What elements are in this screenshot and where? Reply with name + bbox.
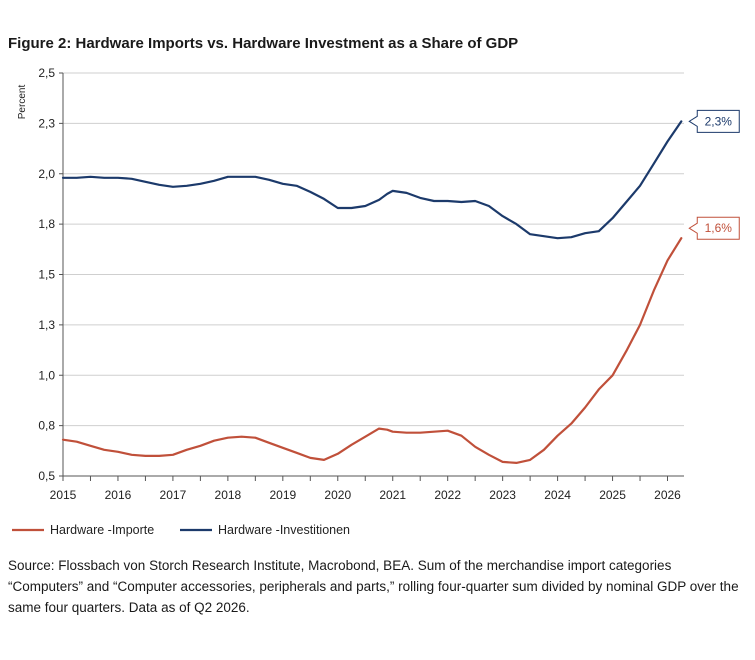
end-label-box — [688, 109, 740, 133]
end-label-box — [688, 216, 740, 240]
x-tick-label: 2015 — [50, 488, 77, 502]
x-tick-label: 2025 — [599, 488, 626, 502]
y-tick-label: 2,0 — [38, 167, 55, 181]
legend-label: Hardware -Investitionen — [218, 523, 350, 537]
x-tick-label: 2020 — [324, 488, 351, 502]
y-tick-label: 1,0 — [38, 368, 55, 382]
source-note: Source: Flossbach von Storch Research In… — [8, 558, 739, 615]
x-tick-label: 2026 — [654, 488, 681, 502]
x-tick-label: 2018 — [215, 488, 242, 502]
y-tick-label: 1,5 — [38, 268, 55, 282]
x-tick-label: 2023 — [489, 488, 516, 502]
line-chart: Percent 0,5 0,8 1,0 1,3 1,5 1,8 2,0 2,3 2,5 2015… — [12, 66, 740, 537]
x-tick-labels: 2015 2016 2017 2018 2019 2020 2021 2022 2023 2024… — [50, 488, 682, 502]
y-tick-label: 1,8 — [38, 217, 55, 231]
x-tick-label: 2019 — [269, 488, 296, 502]
x-tick-label: 2016 — [105, 488, 132, 502]
y-tick-label: 0,8 — [38, 419, 55, 433]
gridlines — [63, 72, 684, 477]
x-tick-label: 2022 — [434, 488, 461, 502]
series-lines — [61, 120, 683, 464]
x-tick-label: 2017 — [160, 488, 187, 502]
y-tick-label: 2,5 — [38, 66, 55, 80]
legend: Hardware -Importe Hardware -Investitionen — [12, 523, 350, 537]
series-line-importe — [61, 237, 683, 464]
end-label: 2,3% — [705, 114, 733, 128]
y-tick-labels: 0,5 0,8 1,0 1,3 1,5 1,8 2,0 2,3 2,5 — [38, 66, 55, 483]
x-tick-label: 2021 — [379, 488, 406, 502]
y-tick-label: 1,3 — [38, 318, 55, 332]
y-axis-title: Percent — [17, 85, 28, 120]
y-tick-label: 2,3 — [38, 116, 55, 130]
axes: Percent — [17, 72, 684, 481]
series-line-investitionen — [61, 120, 683, 240]
legend-label: Hardware -Importe — [50, 523, 154, 537]
end-labels: 1,6% 2,3% — [688, 109, 740, 240]
end-label: 1,6% — [705, 221, 733, 235]
x-tick-label: 2024 — [544, 488, 571, 502]
y-tick-label: 0,5 — [38, 469, 55, 483]
chart-title: Figure 2: Hardware Imports vs. Hardware … — [8, 35, 519, 52]
